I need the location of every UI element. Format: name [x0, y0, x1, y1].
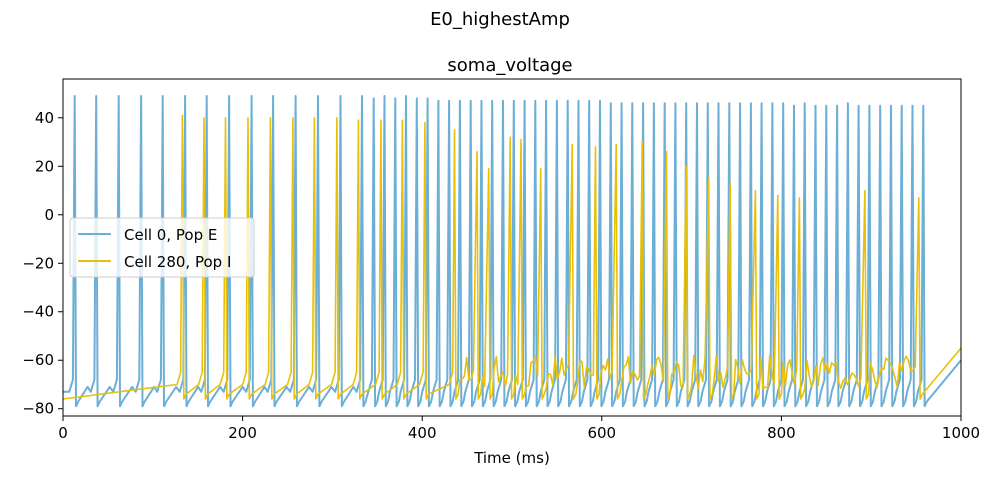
x-tick-label: 800: [767, 424, 796, 442]
axes-title: soma_voltage: [447, 55, 572, 76]
figure-suptitle: E0_highestAmp: [430, 9, 570, 30]
x-tick-label: 200: [228, 424, 257, 442]
x-axis: 0 200 400 600 800 1000: [58, 416, 980, 442]
y-tick-label: −80: [22, 400, 54, 418]
y-tick-label: 20: [35, 157, 54, 175]
legend-label-cell-0: Cell 0, Pop E: [124, 226, 217, 244]
legend: Cell 0, Pop E Cell 280, Pop I: [69, 217, 255, 278]
x-tick-label: 1000: [942, 424, 980, 442]
y-tick-label: 40: [35, 109, 54, 127]
series-line-cell-0: [63, 95, 961, 408]
x-axis-label: Time (ms): [473, 449, 550, 467]
y-tick-label: −60: [22, 351, 54, 369]
series-layer: [63, 95, 961, 408]
x-tick-label: 400: [408, 424, 437, 442]
legend-label-cell-280: Cell 280, Pop I: [124, 253, 231, 271]
y-tick-label: −40: [22, 303, 54, 321]
y-tick-label: 0: [44, 206, 54, 224]
series-line-cell-280: [63, 114, 961, 400]
legend-box: [69, 217, 255, 278]
y-axis: −80 −60 −40 −20 0 20 40: [22, 109, 63, 418]
x-tick-label: 600: [587, 424, 616, 442]
x-tick-label: 0: [58, 424, 68, 442]
y-tick-label: −20: [22, 254, 54, 272]
plot-frame: [62, 78, 962, 417]
